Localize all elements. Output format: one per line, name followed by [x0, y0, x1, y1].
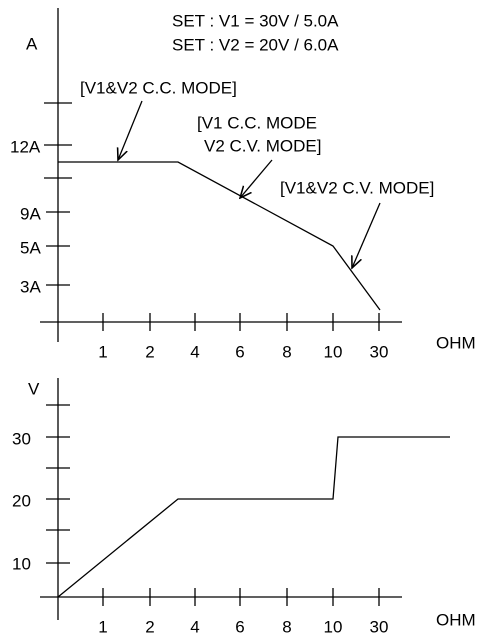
- y-label: 20: [12, 491, 31, 510]
- x-label: 1: [98, 617, 107, 635]
- curve: [57, 436, 450, 598]
- x-label: 10: [324, 342, 343, 361]
- x-label: 6: [235, 342, 244, 361]
- x-ticks: 1 2 4 6 8 10 30: [98, 313, 388, 361]
- arrow: [240, 159, 273, 198]
- y-label: 12A: [10, 137, 41, 156]
- y-label: 30: [12, 429, 31, 448]
- x-label: 1: [98, 342, 107, 361]
- arrow: [352, 202, 381, 268]
- x-label: 30: [370, 342, 389, 361]
- x-unit: OHM: [436, 333, 476, 352]
- x-unit: OHM: [436, 610, 476, 629]
- current-chart: 1 2 4 6 8 10 30 A 12A 9A 5A 3A OHM [V1&V2 C.C.…: [10, 8, 476, 361]
- y-ticks: [46, 404, 70, 564]
- y-label: 9A: [20, 204, 41, 223]
- y-label: 10: [12, 554, 31, 573]
- arrow: [118, 100, 143, 160]
- y-label: 3A: [20, 277, 41, 296]
- y-unit: V: [28, 379, 40, 398]
- x-label: 2: [145, 617, 154, 635]
- set-line: SET : V1 = 30V / 5.0A: [172, 11, 339, 30]
- x-label: 8: [282, 617, 291, 635]
- annotation: [V1&V2 C.V. MODE]: [280, 178, 434, 197]
- curve: [58, 161, 381, 311]
- x-label: 4: [190, 342, 199, 361]
- x-label: 8: [282, 342, 291, 361]
- x-ticks: 1 2 4 6 8 10 30: [98, 588, 388, 635]
- x-label: 2: [145, 342, 154, 361]
- x-label: 10: [324, 617, 343, 635]
- y-ticks: [44, 102, 72, 286]
- annotation: V2 C.V. MODE]: [204, 136, 321, 155]
- x-label: 4: [190, 617, 199, 635]
- y-unit: A: [26, 34, 38, 53]
- set-line: SET : V2 = 20V / 6.0A: [172, 35, 339, 54]
- annotation: [V1&V2 C.C. MODE]: [80, 78, 237, 97]
- y-label: 5A: [20, 238, 41, 257]
- annotation: [V1 C.C. MODE: [197, 113, 317, 132]
- x-label: 6: [235, 617, 244, 635]
- x-label: 30: [370, 617, 389, 635]
- voltage-chart: 1 2 4 6 8 10 30 V 30 20 10 OHM: [12, 378, 476, 635]
